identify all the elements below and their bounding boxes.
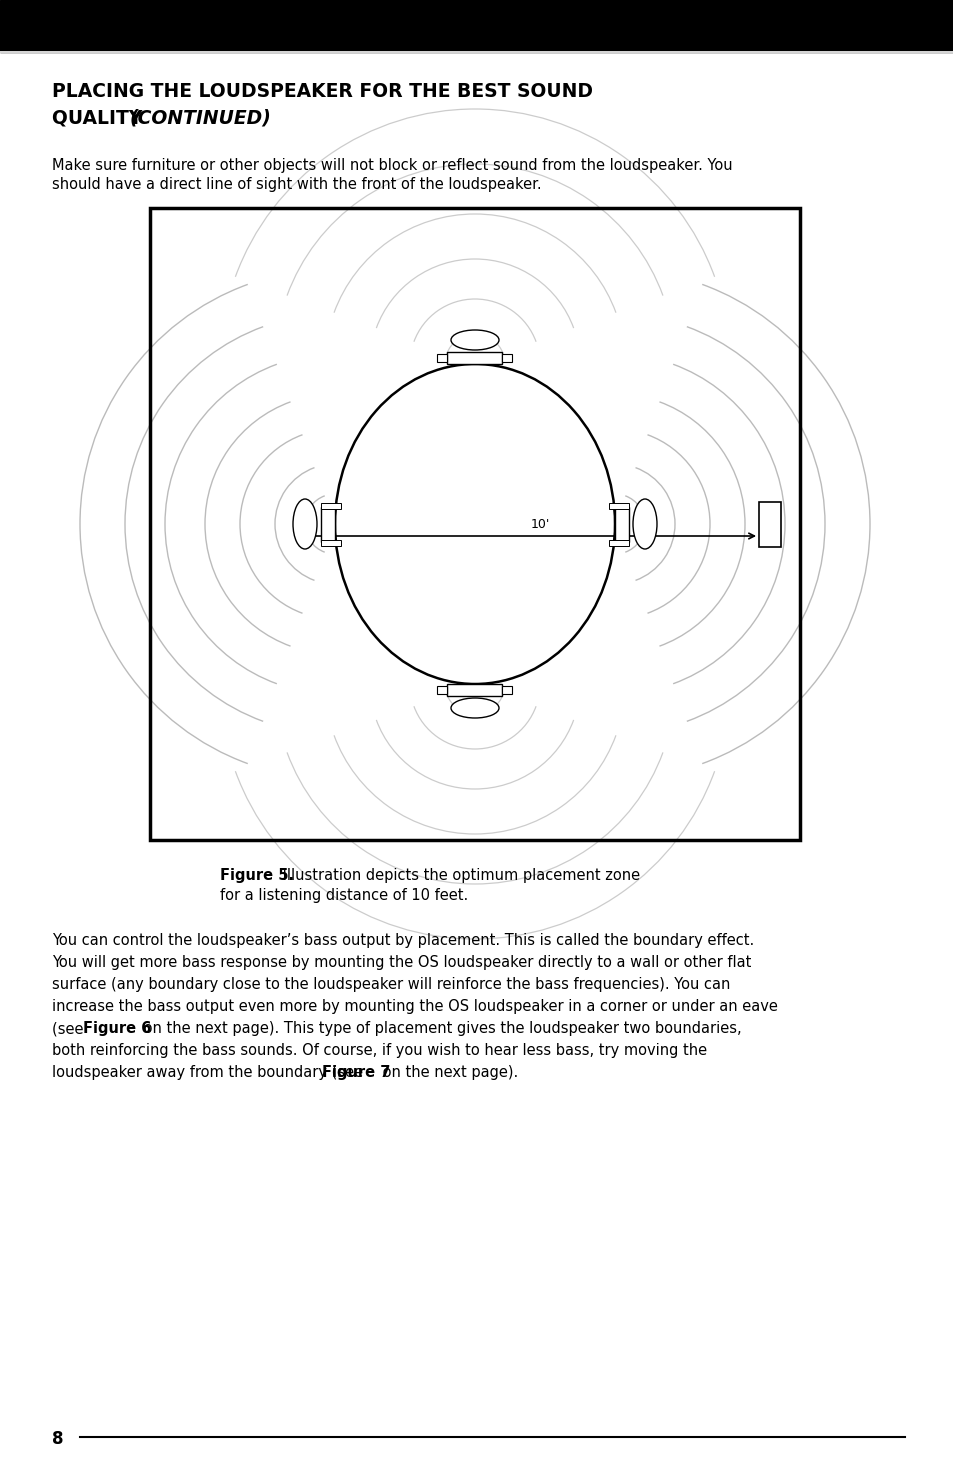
Ellipse shape bbox=[451, 330, 498, 350]
Bar bbox=[615, 506, 628, 541]
Bar bbox=[447, 353, 502, 364]
Bar bbox=[320, 540, 340, 546]
Bar bbox=[150, 208, 800, 839]
Bar bbox=[320, 506, 335, 541]
Ellipse shape bbox=[633, 499, 657, 549]
Text: (see: (see bbox=[52, 1021, 88, 1035]
Text: Figure 6: Figure 6 bbox=[83, 1021, 152, 1035]
Text: for a listening distance of 10 feet.: for a listening distance of 10 feet. bbox=[220, 888, 468, 903]
Text: on the next page).: on the next page). bbox=[377, 1065, 517, 1080]
Text: loudspeaker away from the boundary (see: loudspeaker away from the boundary (see bbox=[52, 1065, 367, 1080]
Text: 10': 10' bbox=[531, 518, 550, 531]
Text: Make sure furniture or other objects will not block or reflect sound from the lo: Make sure furniture or other objects wil… bbox=[52, 158, 732, 173]
Text: Figure 5.: Figure 5. bbox=[220, 867, 294, 884]
Text: (CONTINUED): (CONTINUED) bbox=[130, 108, 272, 127]
Text: Illustration depicts the optimum placement zone: Illustration depicts the optimum placeme… bbox=[277, 867, 639, 884]
Bar bbox=[447, 684, 502, 696]
Bar bbox=[320, 503, 340, 509]
Bar bbox=[437, 686, 447, 695]
Ellipse shape bbox=[293, 499, 316, 549]
Text: PLACING THE LOUDSPEAKER FOR THE BEST SOUND: PLACING THE LOUDSPEAKER FOR THE BEST SOU… bbox=[52, 83, 593, 100]
Text: You can control the loudspeaker’s bass output by placement. This is called the b: You can control the loudspeaker’s bass o… bbox=[52, 934, 754, 948]
Bar bbox=[759, 502, 781, 547]
Text: on the next page). This type of placement gives the loudspeaker two boundaries,: on the next page). This type of placemen… bbox=[139, 1021, 740, 1035]
Text: QUALITY: QUALITY bbox=[52, 108, 149, 127]
Ellipse shape bbox=[451, 698, 498, 718]
Bar bbox=[502, 354, 512, 361]
Bar bbox=[608, 503, 628, 509]
Bar bbox=[608, 540, 628, 546]
Bar bbox=[502, 686, 512, 695]
Text: You will get more bass response by mounting the OS loudspeaker directly to a wal: You will get more bass response by mount… bbox=[52, 954, 751, 971]
Text: increase the bass output even more by mounting the OS loudspeaker in a corner or: increase the bass output even more by mo… bbox=[52, 999, 777, 1013]
Text: Figure 7: Figure 7 bbox=[322, 1065, 390, 1080]
Bar bbox=[0, 0, 953, 52]
Text: both reinforcing the bass sounds. Of course, if you wish to hear less bass, try : both reinforcing the bass sounds. Of cou… bbox=[52, 1043, 706, 1058]
Bar bbox=[437, 354, 447, 361]
Text: should have a direct line of sight with the front of the loudspeaker.: should have a direct line of sight with … bbox=[52, 177, 541, 192]
Text: 8: 8 bbox=[52, 1429, 64, 1448]
Text: surface (any boundary close to the loudspeaker will reinforce the bass frequenci: surface (any boundary close to the louds… bbox=[52, 976, 730, 993]
